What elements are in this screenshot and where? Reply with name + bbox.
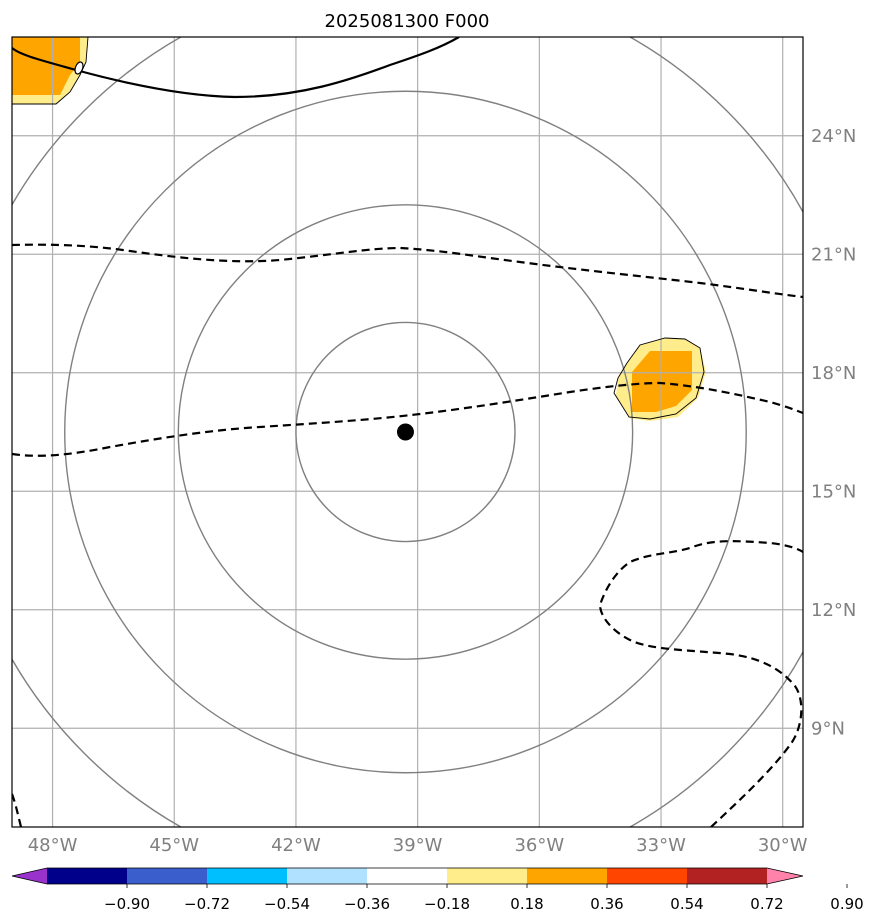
storm-center-marker	[396, 423, 414, 441]
contour-solid-north	[12, 37, 460, 99]
colorbar-tick-label: 0.72	[750, 895, 783, 913]
colorbar-segment	[687, 868, 768, 884]
contours	[12, 37, 803, 827]
colorbar-tick-label: −0.72	[184, 895, 230, 913]
colorbar-tick-label: −0.18	[424, 895, 470, 913]
range-ring	[177, 204, 634, 660]
lon-tick-label: 30°W	[758, 835, 808, 856]
lat-tick-label: 24°N	[811, 126, 856, 147]
contour-dashed-middle	[12, 381, 803, 457]
contour-dashed-southwest	[12, 793, 23, 827]
lat-tick-label: 21°N	[811, 244, 856, 265]
latitude-tick-labels: 24°N 21°N 18°N 15°N 12°N 9°N	[811, 126, 856, 740]
lat-tick-label: 15°N	[811, 481, 856, 502]
shade-region-east-dark	[632, 351, 692, 412]
lat-tick-label: 12°N	[811, 600, 856, 621]
range-ring	[295, 321, 516, 543]
gridlines	[12, 37, 803, 827]
range-rings	[12, 37, 803, 827]
lon-tick-label: 45°W	[149, 835, 199, 856]
contour-dashed-north	[12, 243, 803, 299]
map-frame	[11, 36, 804, 828]
longitude-tick-labels: 48°W 45°W 42°W 39°W 36°W 33°W 30°W	[28, 835, 808, 856]
colorbar-extend-low	[12, 868, 47, 884]
colorbar-segment	[607, 868, 688, 884]
colorbar-segment	[367, 868, 448, 884]
range-ring	[64, 90, 747, 774]
colorbar-tick-label: −0.54	[264, 895, 310, 913]
lon-tick-label: 48°W	[28, 835, 78, 856]
colorbar-segment	[287, 868, 368, 884]
colorbar-segment	[527, 868, 608, 884]
colorbar-outline	[11, 867, 804, 885]
map-panel: 48°W 45°W 42°W 39°W 36°W 33°W 30°W 24°N 21°N 18°…	[11, 36, 856, 856]
lat-tick-label: 9°N	[811, 718, 845, 739]
lon-tick-label: 42°W	[271, 835, 321, 856]
shade-region-nw-dark	[12, 37, 80, 95]
colorbar-tick-label: 0.36	[590, 895, 623, 913]
chart-title: 2025081300 F000	[325, 11, 490, 32]
lon-tick-label: 39°W	[393, 835, 443, 856]
colorbar-tick-label: 0.90	[830, 895, 863, 913]
lon-tick-label: 33°W	[636, 835, 686, 856]
colorbar-segment	[447, 868, 528, 884]
contour-thin-east	[613, 337, 705, 420]
colorbar-tick-label: 0.18	[510, 895, 543, 913]
colorbar-segment	[127, 868, 208, 884]
lat-tick-label: 18°N	[811, 363, 856, 384]
contour-dashed-southeast	[598, 540, 803, 827]
colorbar-tick-label: −0.90	[104, 895, 150, 913]
colorbar-segment	[47, 868, 128, 884]
colorbar-tick-label: −0.36	[344, 895, 390, 913]
colorbar-tick-label: 0.54	[670, 895, 703, 913]
colorbar-segment	[207, 868, 288, 884]
colorbar-extend-high	[767, 868, 803, 884]
contour-label-zero	[74, 61, 84, 75]
colorbar: −0.90 −0.72 −0.54 −0.36 −0.18 0.18 0.36 0.54 0.7…	[11, 867, 864, 913]
contour-thin-nw	[12, 37, 89, 105]
lon-tick-label: 36°W	[514, 835, 564, 856]
